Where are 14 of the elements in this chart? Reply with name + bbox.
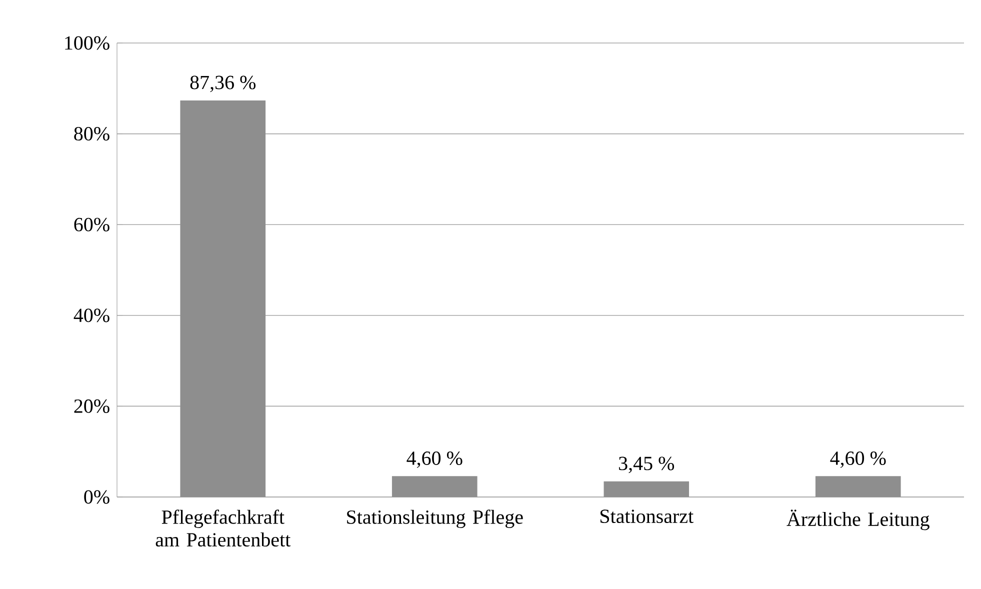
y-tick-label: 0%: [84, 490, 110, 504]
y-tick-label: 100%: [65, 36, 110, 50]
data-label: 3,45 %: [619, 456, 674, 474]
y-tick-label: 20%: [74, 399, 110, 413]
y-tick-label: 40%: [74, 308, 110, 322]
x-tick-label: Pflegefachkraft am Patientenbett: [156, 510, 291, 547]
data-label: 4,60 %: [830, 451, 886, 468]
x-tick-label: Stationsarzt: [600, 510, 694, 524]
y-tick-label: 80%: [74, 127, 110, 141]
y-tick-label: 60%: [74, 218, 110, 232]
x-tick-label: Ärztliche Leitung: [786, 510, 930, 530]
x-tick-label: Stationsleitung Pflege: [347, 510, 523, 528]
data-label: 4,60 %: [406, 451, 462, 468]
data-label: 87,36 %: [190, 76, 256, 92]
